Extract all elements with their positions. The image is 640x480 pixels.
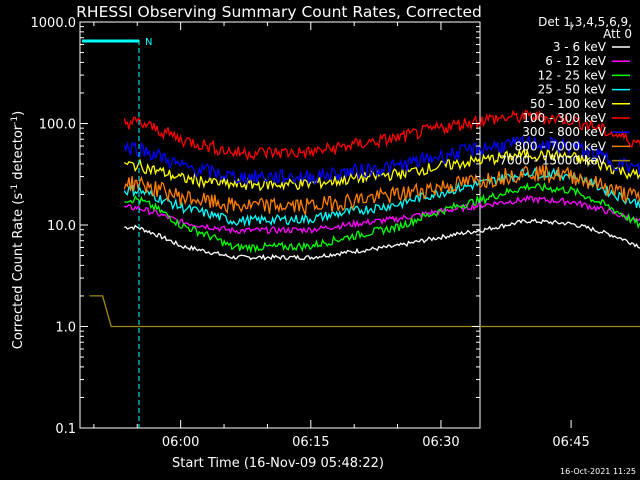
series-line	[123, 147, 640, 192]
legend-entry: 50 - 100 keV	[530, 97, 607, 111]
y-tick-label: 10.0	[47, 219, 76, 234]
legend-entry: 25 - 50 keV	[538, 83, 607, 97]
night-label: N	[145, 37, 152, 48]
legend-entry: 300 - 800 keV	[522, 125, 606, 139]
x-axis-label: Start Time (16-Nov-09 05:48:22)	[172, 456, 384, 471]
legend-entry: 100 - 300 keV	[522, 111, 606, 125]
legend-entry: 7000 - 15000 keV	[499, 154, 606, 168]
y-axis: 0.1 1.0 10.0 100.0 1000.0	[31, 16, 480, 437]
legend-entry: 6 - 12 keV	[545, 54, 607, 68]
x-tick-label: 06:45	[552, 435, 589, 450]
series-group	[123, 164, 640, 215]
series-group	[123, 147, 640, 192]
series-line	[124, 181, 640, 254]
series-group	[123, 167, 640, 227]
legend-entry: 3 - 6 keV	[553, 40, 607, 54]
x-tick-label: 06:30	[422, 435, 459, 450]
y-tick-label: 1.0	[55, 321, 76, 336]
y-tick-label: 1000.0	[31, 16, 77, 31]
legend-entry: 12 - 25 keV	[538, 68, 607, 82]
series-group	[123, 194, 640, 235]
legend-entry: 800 - 7000 keV	[515, 139, 607, 153]
footer-date: 16-Oct-2021 11:25	[560, 467, 636, 476]
plot-area: N	[79, 21, 640, 429]
series-line	[124, 218, 640, 261]
series-line	[123, 109, 640, 161]
x-tick-label: 06:00	[162, 435, 199, 450]
series-group	[124, 181, 640, 254]
y-tick-label: 0.1	[55, 422, 76, 437]
series-group	[89, 295, 640, 328]
series-line	[89, 295, 640, 328]
series-line	[123, 164, 640, 215]
chart-title: RHESSI Observing Summary Count Rates, Co…	[76, 3, 482, 21]
series-group	[123, 109, 640, 161]
series-line	[123, 194, 640, 235]
series-group	[124, 218, 640, 261]
x-tick-label: 06:15	[292, 435, 329, 450]
y-tick-label: 100.0	[39, 118, 76, 133]
y-axis-label: Corrected Count Rate (s-1 detector-1)	[10, 111, 26, 349]
series-group	[123, 135, 640, 187]
series-line	[123, 167, 640, 227]
series-line	[123, 135, 640, 187]
legend-header-line-2: Att 0	[603, 27, 632, 41]
legend-header-line-1: Det 1,3,4,5,6,9,	[538, 15, 632, 29]
